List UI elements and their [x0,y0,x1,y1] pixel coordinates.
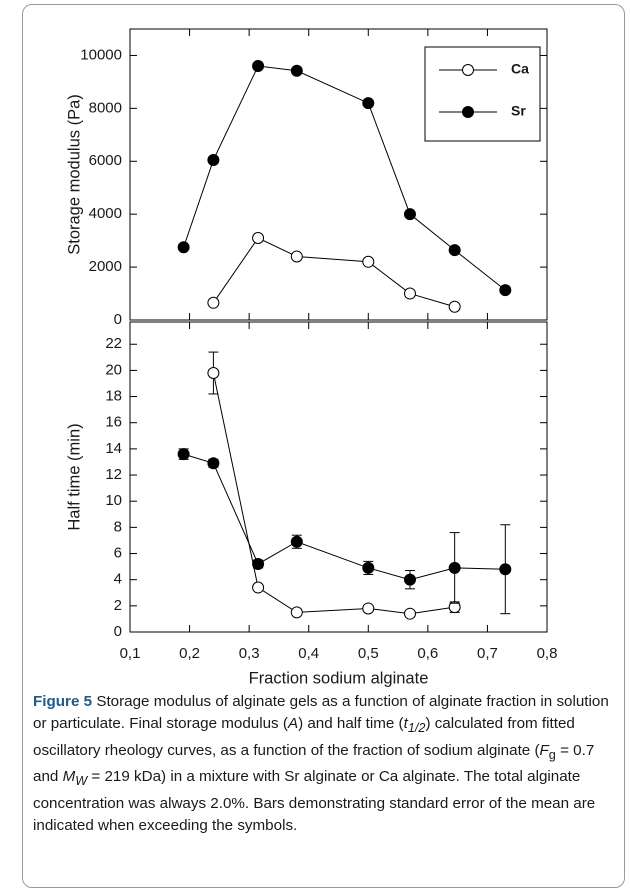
figure-frame [22,4,625,888]
marker [362,97,375,110]
marker [448,561,461,574]
x-tick-label: 0,2 [179,645,200,662]
marker [290,64,303,77]
marker [403,208,416,221]
marker [290,606,303,619]
caption-text: ) calculated from fitted oscillatory rhe… [33,715,575,759]
marker [290,250,303,263]
x-tick-label: 0,8 [537,645,558,662]
marker [207,296,220,309]
y-tick-label: 8 [114,518,122,535]
legend-label: Ca [511,61,529,77]
marker [448,300,461,313]
legend-label: Sr [511,103,526,119]
y-tick-label: 20 [105,361,122,378]
series-line [183,65,506,291]
marker [448,244,461,257]
figure: 0 2000 4000 6000 8000 10000 Storage modulus (P… [65,28,558,687]
legend-marker [462,106,474,118]
caption-text: = 219 kDa) in a mixture with Sr alginate… [33,768,596,835]
marker [207,367,220,380]
y-axis-label: Storage modulus (Pa) [65,94,83,255]
y-tick-label: 12 [105,466,122,483]
series-line [212,237,455,308]
y-tick-label: 10000 [80,46,122,63]
marker [403,573,416,586]
marker [362,602,375,615]
y-tick-label: 10 [105,492,122,509]
marker [403,287,416,300]
x-tick-label: 0,7 [477,645,498,662]
series-line [212,372,455,615]
y-tick-label: 0 [114,311,122,328]
y-tick-label: 22 [105,335,122,352]
plot-frame [129,321,548,633]
y-tick-label: 18 [105,388,122,405]
marker [362,255,375,268]
caption-text: M [62,768,76,786]
y-tick-label: 6000 [89,152,122,169]
x-tick-label: 0,6 [417,645,438,662]
legend-marker [462,64,474,76]
marker [207,457,220,470]
marker [177,241,190,254]
y-tick-label: 2 [114,597,122,614]
y-tick-label: 0 [114,623,122,640]
marker [252,581,265,594]
y-axis-label: Half time (min) [65,423,83,530]
caption-label: Figure 5 [33,693,93,710]
y-tick-label: 4 [114,571,122,588]
x-tick-label: 0,1 [120,645,141,662]
y-tick-label: 8000 [89,99,122,116]
series-line [183,453,506,581]
caption-text: W [75,774,88,789]
caption-text: 1/2 [407,721,426,736]
y-tick-label: 14 [105,440,122,457]
caption-text: A [287,715,299,733]
marker [499,284,512,297]
caption-text: Storage modulus of alginate gels as a fu… [33,693,609,733]
marker [207,153,220,166]
x-tick-label: 0,4 [298,645,319,662]
x-tick-label: 0,3 [239,645,260,662]
caption-text: ) and half time ( [298,715,404,733]
caption-text: t [403,715,408,733]
y-tick-label: 16 [105,414,122,431]
marker [290,535,303,548]
caption: Figure 5 Storage modulus of alginate gel… [33,691,617,838]
marker [499,563,512,576]
caption-text: F [539,741,549,759]
caption-text: = 0.7 and [33,741,595,786]
plot-frame [129,28,548,321]
marker [362,561,375,574]
caption-text: g [548,747,556,762]
legend-box [424,46,541,142]
marker [252,231,265,244]
marker [403,607,416,620]
marker [252,557,265,570]
x-tick-label: 0,5 [358,645,379,662]
marker [177,448,190,461]
marker [252,60,265,73]
y-tick-label: 6 [114,544,122,561]
y-tick-label: 2000 [89,258,122,275]
y-tick-label: 4000 [89,205,122,222]
x-axis-label: Fraction sodium alginate [249,669,429,687]
